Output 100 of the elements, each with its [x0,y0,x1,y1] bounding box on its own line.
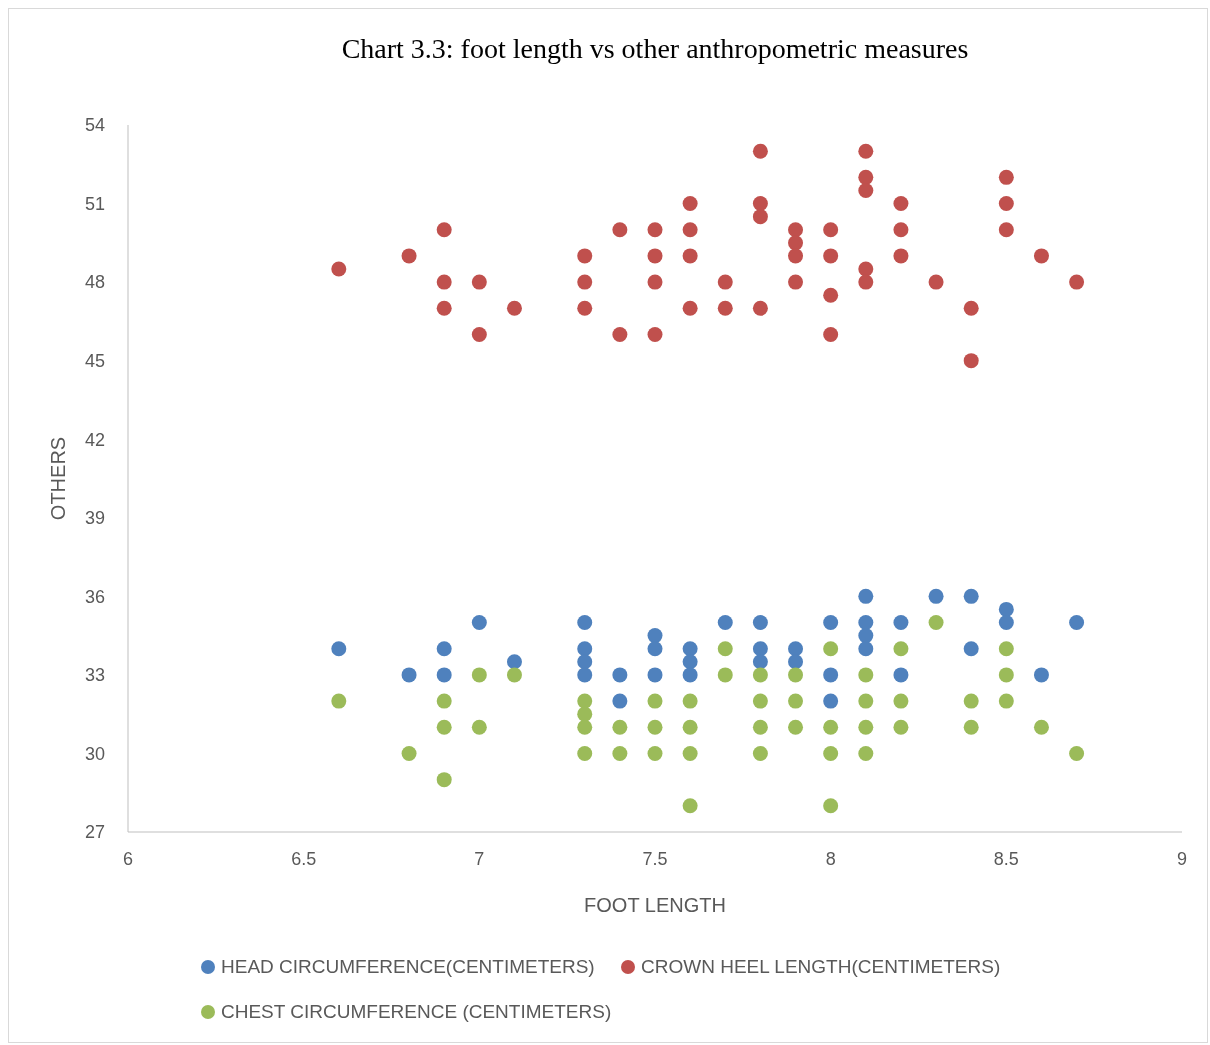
point [963,300,979,316]
point [858,261,874,277]
point [998,169,1014,185]
point [823,287,839,303]
point [717,300,733,316]
point [858,667,874,683]
point [858,641,874,657]
point [893,248,909,264]
x-tick-label: 6 [122,849,134,869]
point [1069,615,1085,631]
x-tick-label: 7 [474,849,485,869]
point [612,693,628,709]
point [471,326,487,342]
point [788,641,804,657]
legend-label: CROWN HEEL LENGTH(CENTIMETERS) [641,956,1001,977]
point [682,719,698,735]
point [506,300,522,316]
point [682,693,698,709]
point [401,248,417,264]
point [788,667,804,683]
point [647,667,663,683]
point [752,615,768,631]
y-tick-label: 30 [84,743,105,764]
point [577,706,593,722]
point [893,719,909,735]
point [752,745,768,761]
point [823,719,839,735]
point [647,628,663,644]
y-tick-label: 54 [84,115,105,136]
point [752,209,768,225]
point [752,143,768,159]
point [858,182,874,198]
point [858,588,874,604]
point [858,169,874,185]
point [506,667,522,683]
point [612,326,628,342]
point [893,693,909,709]
point [577,654,593,670]
point [682,654,698,670]
point [963,719,979,735]
point [436,274,452,290]
point [963,353,979,369]
point [963,588,979,604]
y-tick-label: 42 [84,429,105,450]
point [647,719,663,735]
point [717,667,733,683]
chart-title: Chart 3.3: foot length vs other anthropometric measures [341,33,969,64]
point [823,667,839,683]
point [647,326,663,342]
point [963,693,979,709]
point [752,667,768,683]
y-tick-label: 27 [84,822,105,843]
y-tick-label: 36 [84,586,105,607]
point [436,641,452,657]
point [858,693,874,709]
point [823,326,839,342]
point [717,274,733,290]
point [788,719,804,735]
x-tick-label: 8 [825,849,836,869]
point [577,274,593,290]
point [1069,274,1085,290]
point [682,196,698,212]
point [612,719,628,735]
point [998,615,1014,631]
point [752,693,768,709]
point [823,615,839,631]
point [577,667,593,683]
point [963,641,979,657]
point [401,667,417,683]
point [893,615,909,631]
point [928,274,944,290]
point [717,641,733,657]
point [752,196,768,212]
y-tick-label: 48 [84,272,105,293]
point [788,248,804,264]
point [577,300,593,316]
point [577,693,593,709]
point [998,667,1014,683]
point [471,719,487,735]
point [331,261,347,277]
point [858,274,874,290]
point [436,300,452,316]
point [788,693,804,709]
point [717,615,733,631]
point [858,628,874,644]
point [858,745,874,761]
point [788,235,804,251]
point [471,615,487,631]
point [1033,667,1049,683]
point [401,745,417,761]
point [577,615,593,631]
point [436,772,452,788]
point [612,667,628,683]
point [436,222,452,238]
point [682,641,698,657]
x-tick-label: 6.5 [291,849,317,869]
y-axis-title: OTHERS [47,436,69,521]
point [647,274,663,290]
y-tick-label: 39 [84,508,105,529]
point [893,222,909,238]
